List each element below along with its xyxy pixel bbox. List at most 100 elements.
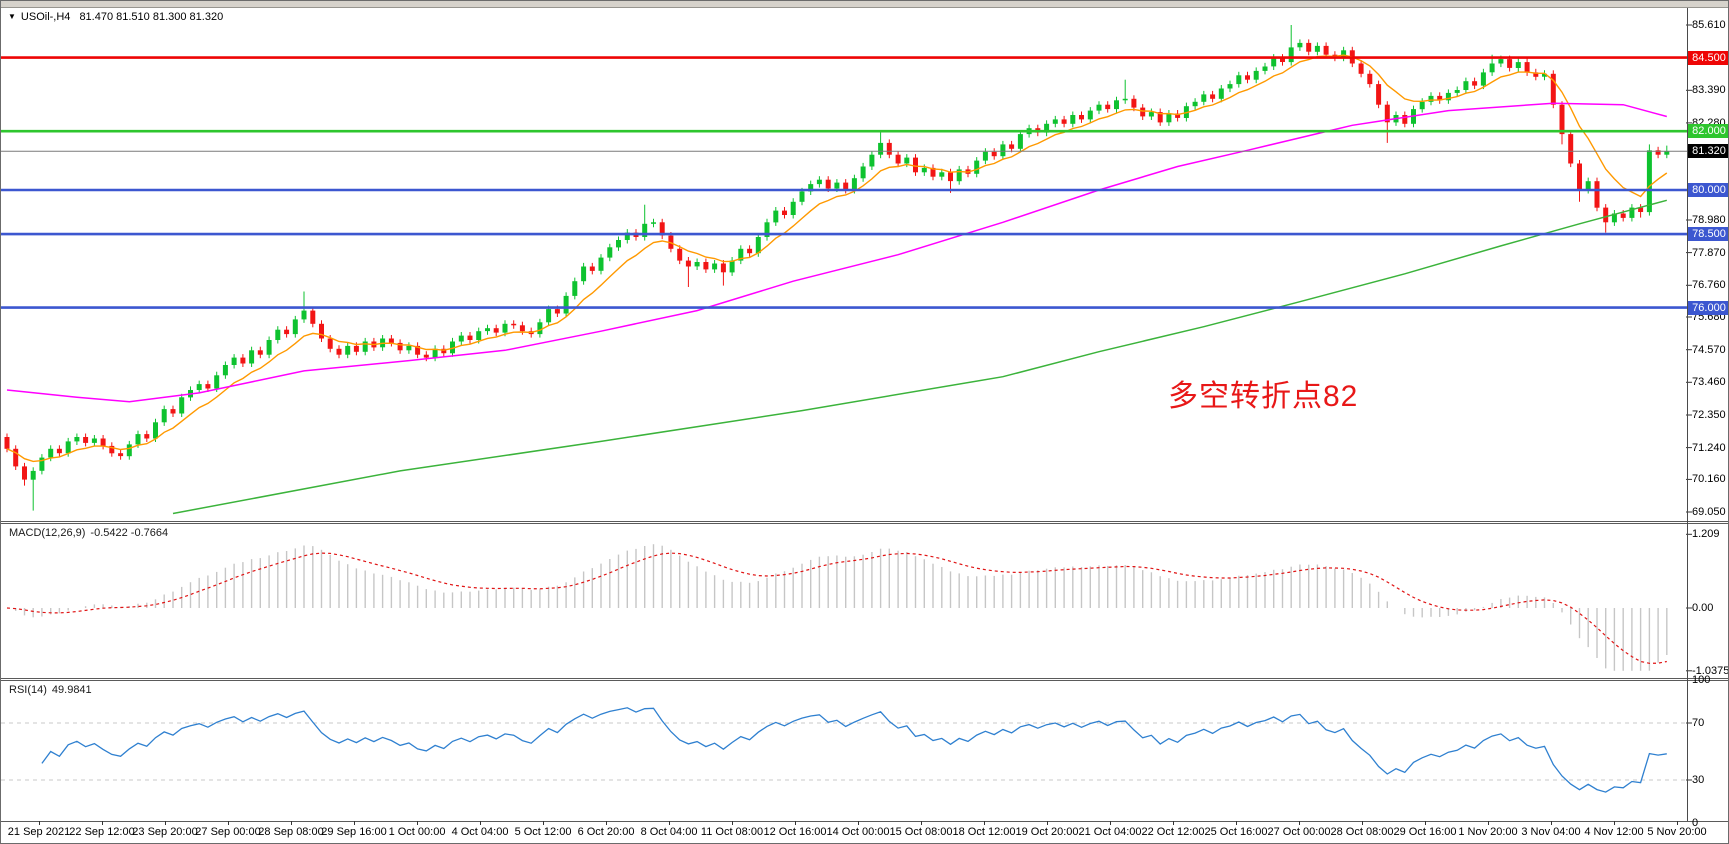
panel-separator[interactable] xyxy=(1,678,1728,679)
ohlc-values: 81.470 81.510 81.300 81.320 xyxy=(79,11,224,23)
time-axis-tick xyxy=(1236,821,1237,825)
current-price-badge: 81.320 xyxy=(1688,144,1728,159)
time-axis-tick xyxy=(732,821,733,825)
ma-mid-line xyxy=(6,102,1667,403)
price-axis-tick-label: 70.160 xyxy=(1692,473,1726,486)
price-axis-tick-label: 76.760 xyxy=(1692,279,1726,292)
time-axis-tick xyxy=(1047,821,1048,825)
macd-values: -0.5422 -0.7664 xyxy=(90,527,169,539)
rsi-name: RSI(14) xyxy=(9,684,47,696)
time-axis-tick xyxy=(543,821,544,825)
main-chart-canvas[interactable] xyxy=(1,8,1729,521)
rsi-axis-tick-label: 30 xyxy=(1692,774,1705,786)
time-axis-tick xyxy=(1425,821,1426,825)
time-axis-label: 15 Oct 08:00 xyxy=(889,826,953,838)
time-axis-label: 4 Nov 12:00 xyxy=(1584,826,1644,838)
macd-name: MACD(12,26,9) xyxy=(9,527,86,539)
text-annotation[interactable]: 多空转折点82 xyxy=(1168,380,1359,413)
price-axis-border xyxy=(1687,8,1688,821)
macd-label: MACD(12,26,9) -0.5422 -0.7664 xyxy=(9,527,173,539)
time-axis-label: 6 Oct 20:00 xyxy=(577,826,635,838)
panel-separator[interactable] xyxy=(1,523,1728,524)
price-axis-tick-label: 77.870 xyxy=(1692,246,1726,259)
time-axis-tick xyxy=(795,821,796,825)
price-level-badge-76.000: 76.000 xyxy=(1688,300,1728,315)
time-axis-tick xyxy=(228,821,229,825)
time-axis-label: 25 Oct 16:00 xyxy=(1204,826,1268,838)
time-axis-tick xyxy=(858,821,859,825)
time-axis-tick xyxy=(291,821,292,825)
time-axis-label: 3 Nov 04:00 xyxy=(1521,826,1581,838)
price-axis-tick-label: 73.460 xyxy=(1692,376,1726,389)
time-axis-label: 5 Oct 12:00 xyxy=(514,826,572,838)
rsi-value: 49.9841 xyxy=(51,684,92,696)
symbol-title: ▼ USOil-,H4 81.470 81.510 81.300 81.320 xyxy=(8,11,223,23)
chevron-down-icon[interactable]: ▼ xyxy=(8,12,16,21)
price-axis-tick-label: 83.390 xyxy=(1692,84,1726,97)
time-axis-label: 23 Sep 20:00 xyxy=(132,826,198,838)
price-level-badge-84.500: 84.500 xyxy=(1688,50,1728,65)
time-axis-label: 14 Oct 00:00 xyxy=(826,826,890,838)
price-axis-tick-label: 71.240 xyxy=(1692,441,1726,454)
panel-separator[interactable] xyxy=(1,521,1728,522)
price-level-badge-82.000: 82.000 xyxy=(1688,124,1728,139)
macd-signal-line xyxy=(6,552,1667,664)
price-axis-tick-label: 69.050 xyxy=(1692,506,1726,519)
time-axis-label: 28 Sep 08:00 xyxy=(258,826,324,838)
time-axis-tick xyxy=(165,821,166,825)
ma-fast-line xyxy=(6,54,1668,463)
time-axis-tick xyxy=(1173,821,1174,825)
time-axis-tick xyxy=(417,821,418,825)
time-axis-tick xyxy=(1362,821,1363,825)
time-axis-label: 27 Sep 00:00 xyxy=(195,826,261,838)
rsi-axis-tick-label: 100 xyxy=(1692,674,1711,687)
window-top-edge xyxy=(1,1,1728,8)
macd-panel-canvas[interactable] xyxy=(1,524,1729,678)
rsi-line xyxy=(41,707,1667,793)
time-axis-label: 5 Nov 20:00 xyxy=(1647,826,1707,838)
price-level-badge-78.500: 78.500 xyxy=(1688,227,1728,242)
price-axis-tick-label: 72.350 xyxy=(1692,408,1726,421)
time-axis-label: 21 Sep 2021 xyxy=(7,826,71,838)
time-axis-tick xyxy=(984,821,985,825)
time-axis-label: 27 Oct 00:00 xyxy=(1267,826,1331,838)
time-axis-tick xyxy=(1614,821,1615,825)
price-axis-tick-label: 85.610 xyxy=(1692,19,1726,31)
macd-histogram xyxy=(14,544,1668,671)
time-axis-label: 1 Oct 00:00 xyxy=(388,826,446,838)
time-axis-tick xyxy=(1488,821,1489,825)
symbol-period-label: USOil-,H4 xyxy=(20,11,71,23)
candles xyxy=(4,25,1670,511)
macd-axis-tick-label: 1.209 xyxy=(1692,528,1720,541)
panel-separator xyxy=(1,821,1728,822)
time-axis-label: 12 Oct 16:00 xyxy=(763,826,827,838)
time-axis-label: 22 Sep 12:00 xyxy=(69,826,135,838)
time-axis-tick xyxy=(1677,821,1678,825)
time-axis-tick xyxy=(102,821,103,825)
rsi-panel-canvas[interactable] xyxy=(1,681,1729,821)
time-axis-label: 4 Oct 04:00 xyxy=(451,826,509,838)
time-axis-tick xyxy=(480,821,481,825)
time-axis-label: 29 Oct 16:00 xyxy=(1393,826,1457,838)
rsi-axis-tick-label: 0 xyxy=(1692,816,1699,829)
time-axis-label: 29 Sep 16:00 xyxy=(321,826,387,838)
time-axis-label: 21 Oct 04:00 xyxy=(1078,826,1142,838)
time-axis-tick xyxy=(354,821,355,825)
price-axis-tick-label: 78.980 xyxy=(1692,213,1726,226)
time-axis-label: 1 Nov 20:00 xyxy=(1458,826,1518,838)
time-axis-tick xyxy=(1110,821,1111,825)
macd-axis-tick-label: -1.0375 xyxy=(1692,664,1729,677)
rsi-label: RSI(14) 49.9841 xyxy=(9,684,97,696)
time-axis[interactable] xyxy=(1,822,1728,843)
time-axis-label: 8 Oct 04:00 xyxy=(640,826,698,838)
time-axis-label: 11 Oct 08:00 xyxy=(700,826,764,838)
panel-separator[interactable] xyxy=(1,680,1728,681)
price-axis-tick-label: 74.570 xyxy=(1692,343,1726,356)
time-axis-label: 22 Oct 12:00 xyxy=(1141,826,1205,838)
price-level-badge-80.000: 80.000 xyxy=(1688,182,1728,197)
time-axis-label: 18 Oct 12:00 xyxy=(952,826,1016,838)
time-axis-tick xyxy=(606,821,607,825)
time-axis-label: 19 Oct 20:00 xyxy=(1015,826,1079,838)
time-axis-tick xyxy=(1299,821,1300,825)
